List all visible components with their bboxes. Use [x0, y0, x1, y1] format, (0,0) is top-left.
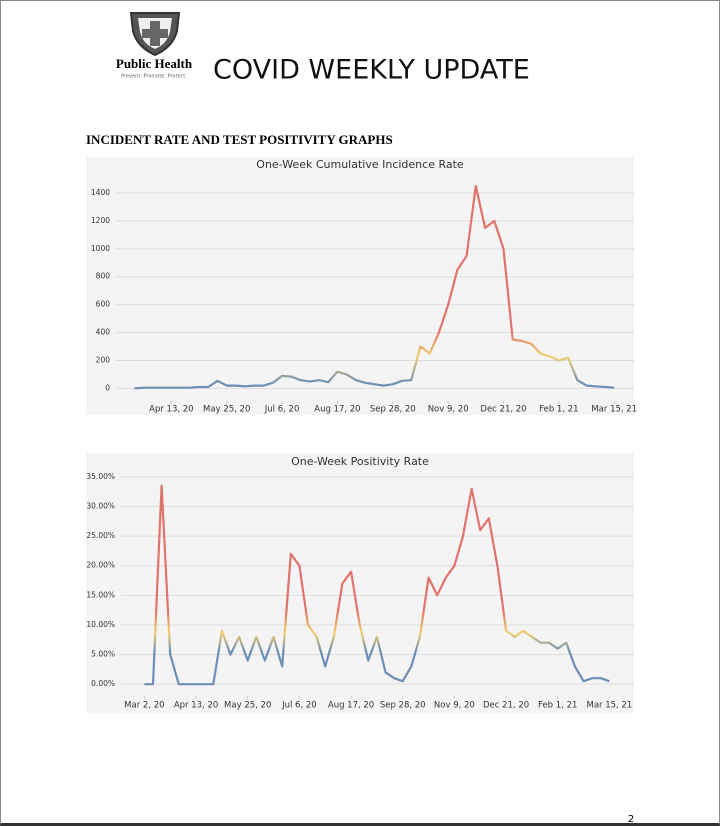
- chart-title: One-Week Cumulative Incidence Rate: [256, 158, 464, 171]
- data-line: [134, 184, 615, 390]
- y-tick-label: 1200: [91, 216, 110, 225]
- x-tick-label: Sep 28, 20: [380, 701, 426, 711]
- chart-panel: [86, 157, 634, 415]
- x-tick-label: Feb 1, 21: [538, 701, 577, 711]
- tagline: Prevent. Promote. Protect.: [121, 74, 187, 80]
- x-tick-label: Apr 13, 20: [149, 405, 193, 415]
- x-tick-label: Mar 15, 21: [591, 405, 637, 415]
- x-tick-label: Mar 2, 20: [124, 701, 164, 711]
- x-tick-label: May 25, 20: [203, 405, 250, 415]
- x-tick-label: Jul 6, 20: [264, 405, 300, 415]
- x-tick-label: Mar 15, 21: [587, 701, 633, 711]
- y-tick-label: 30.00%: [86, 502, 115, 511]
- x-tick-label: Feb 1, 21: [539, 405, 578, 415]
- org-name: Public Health: [116, 56, 193, 71]
- x-tick-label: Aug 17, 20: [328, 701, 374, 711]
- y-tick-label: 400: [96, 328, 111, 337]
- x-tick-label: Nov 9, 20: [428, 405, 469, 415]
- chart-panel: [86, 453, 634, 713]
- x-tick-label: Dec 21, 20: [483, 701, 529, 711]
- y-tick-label: 800: [96, 272, 111, 281]
- y-tick-label: 200: [96, 356, 111, 365]
- y-tick-label: 0: [105, 383, 110, 392]
- y-tick-label: 1400: [91, 188, 110, 197]
- y-tick-label: 15.00%: [86, 590, 115, 599]
- x-tick-label: Dec 21, 20: [480, 405, 526, 415]
- page-number: 2: [628, 814, 634, 823]
- x-tick-label: Apr 13, 20: [174, 701, 218, 711]
- y-tick-label: 10.00%: [86, 620, 115, 629]
- x-tick-label: Nov 9, 20: [434, 701, 475, 711]
- section-title: INCIDENT RATE AND TEST POSITIVITY GRAPHS: [86, 132, 393, 147]
- y-tick-label: 1000: [91, 244, 110, 253]
- y-tick-label: 0.00%: [91, 679, 115, 688]
- y-tick-label: 35.00%: [86, 472, 115, 481]
- x-tick-label: Sep 28, 20: [370, 405, 416, 415]
- title: COVID WEEKLY UPDATE: [213, 55, 530, 86]
- x-tick-label: Aug 17, 20: [314, 405, 360, 415]
- y-tick-label: 5.00%: [91, 650, 115, 659]
- y-tick-label: 25.00%: [86, 531, 115, 540]
- y-tick-label: 20.00%: [86, 561, 115, 570]
- data-line: [144, 484, 610, 686]
- x-tick-label: May 25, 20: [224, 701, 271, 711]
- x-tick-label: Jul 6, 20: [281, 701, 317, 711]
- logo: [129, 12, 181, 57]
- chart-title: One-Week Positivity Rate: [291, 455, 429, 468]
- y-tick-label: 600: [96, 300, 111, 309]
